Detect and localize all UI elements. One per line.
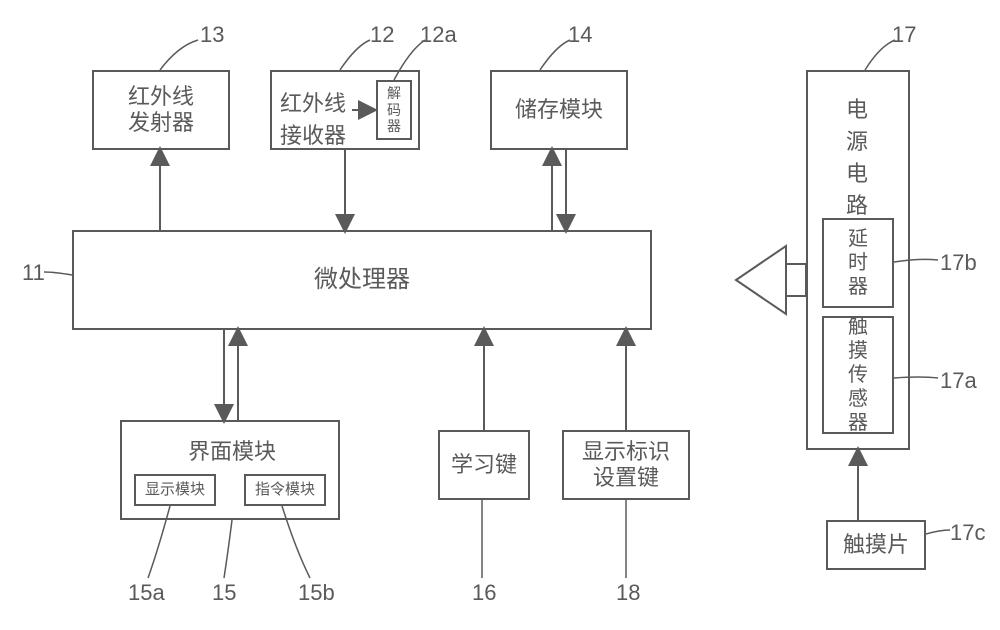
ref-17b: 17b [940,250,977,276]
node-display-id-key: 显示标识设置键 [562,430,690,500]
node-display-module: 显示模块 [134,474,216,506]
node-text: 延时器 [848,227,868,299]
node-text: 触摸片 [843,532,909,558]
node-text: 显示模块 [145,481,205,499]
node-timer: 延时器 [822,218,894,308]
node-learn-key: 学习键 [438,430,530,500]
node-storage: 储存模块 [490,70,628,150]
node-text: 学习键 [451,452,517,478]
ref-13: 13 [200,22,224,48]
ref-15: 15 [212,580,236,606]
ref-17: 17 [892,22,916,48]
node-touch-pad: 触摸片 [826,520,926,570]
node-text: 解码器 [387,85,401,135]
node-decoder: 解码器 [376,80,412,140]
node-command-module: 指令模块 [244,474,326,506]
node-ir-transmitter: 红外线发射器 [92,70,230,150]
node-text: 触摸传感器 [848,315,868,435]
ref-15b: 15b [298,580,335,606]
node-text: 显示标识设置键 [582,439,670,492]
ir-receiver-label: 红外线接收器 [280,86,346,150]
node-touch-sensor: 触摸传感器 [822,316,894,434]
ref-16: 16 [472,580,496,606]
ref-17a: 17a [940,368,977,394]
power-circuit-label: 电源电路 [846,92,868,220]
node-text: 红外线发射器 [128,84,194,137]
ref-12: 12 [370,22,394,48]
node-text: 微处理器 [314,266,410,295]
node-text: 指令模块 [255,481,315,499]
ui-module-label: 界面模块 [188,434,276,466]
ref-18: 18 [616,580,640,606]
ref-17c: 17c [950,520,985,546]
node-microprocessor: 微处理器 [72,230,652,330]
ref-15a: 15a [128,580,165,606]
node-text: 储存模块 [515,97,603,123]
ref-11: 11 [22,260,45,286]
ref-14: 14 [568,22,592,48]
ref-12a: 12a [420,22,457,48]
